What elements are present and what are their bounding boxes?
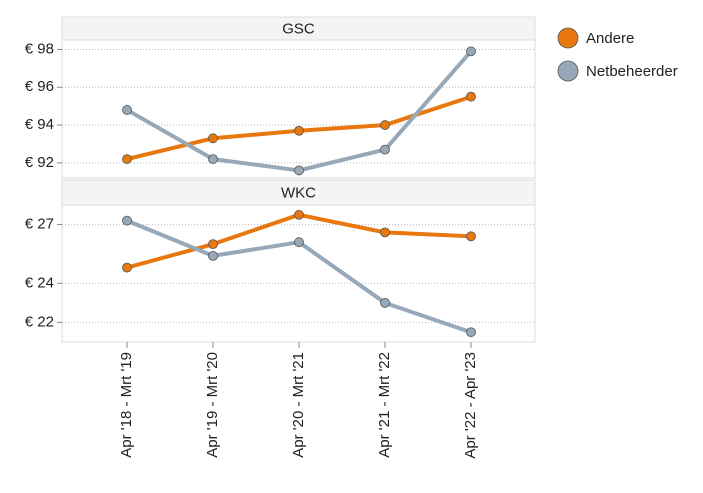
y-tick-label: € 22 bbox=[25, 313, 54, 330]
data-point bbox=[122, 215, 132, 226]
data-point bbox=[294, 237, 304, 248]
legend-label: Netbeheerder bbox=[586, 63, 678, 80]
data-point bbox=[294, 209, 304, 220]
data-point bbox=[466, 231, 476, 242]
data-point bbox=[208, 133, 218, 144]
data-point bbox=[380, 144, 390, 155]
data-point bbox=[380, 120, 390, 130]
data-point bbox=[208, 154, 218, 164]
data-point bbox=[380, 227, 390, 238]
legend-swatch bbox=[557, 27, 579, 49]
x-tick-label: Apr '21 - Mrt '22 bbox=[376, 352, 393, 458]
y-tick-label: € 96 bbox=[25, 78, 54, 95]
data-point bbox=[466, 327, 476, 338]
legend-label: Andere bbox=[586, 30, 634, 47]
y-tick-label: € 98 bbox=[25, 40, 54, 57]
x-tick-label: Apr '18 - Mrt '19 bbox=[118, 352, 135, 458]
y-tick-label: € 27 bbox=[25, 216, 54, 233]
data-point bbox=[122, 105, 132, 115]
y-tick-label: € 92 bbox=[25, 154, 54, 171]
y-tick-label: € 94 bbox=[25, 116, 54, 133]
series-line bbox=[126, 50, 473, 173]
data-point bbox=[208, 250, 218, 261]
data-point bbox=[208, 239, 218, 250]
data-point bbox=[122, 154, 132, 164]
facet-strip bbox=[61, 179, 536, 206]
data-point bbox=[380, 297, 390, 308]
data-point bbox=[294, 165, 304, 176]
x-tick-label: Apr '19 - Mrt '20 bbox=[204, 352, 221, 458]
y-tick-label: € 24 bbox=[25, 274, 54, 291]
x-tick-label: Apr '20 - Mrt '21 bbox=[290, 352, 307, 458]
legend-swatch bbox=[557, 60, 579, 82]
facet-title: WKC bbox=[281, 184, 316, 201]
data-point bbox=[466, 91, 476, 102]
facet-title: GSC bbox=[282, 20, 315, 37]
x-tick-label: Apr '22 - Apr '23 bbox=[462, 352, 479, 459]
data-point bbox=[294, 125, 304, 136]
facet-strip bbox=[61, 16, 536, 41]
data-point bbox=[466, 46, 476, 57]
data-point bbox=[122, 262, 132, 273]
